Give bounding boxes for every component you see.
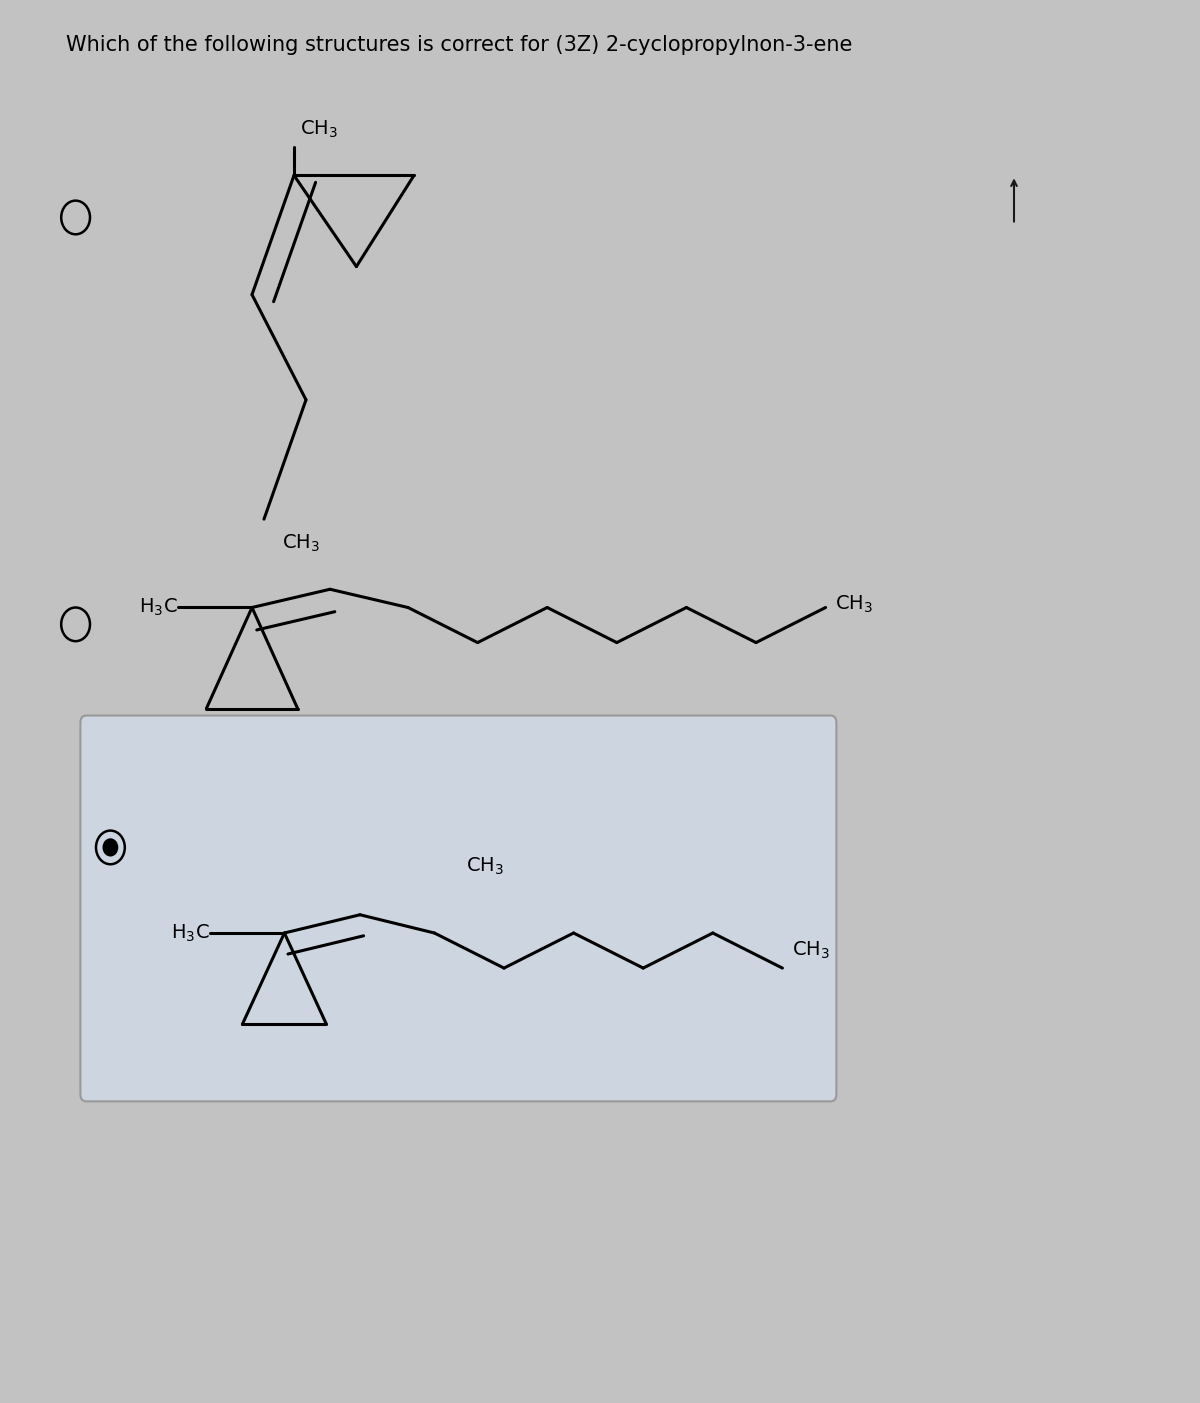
- Text: CH$_3$: CH$_3$: [282, 533, 320, 554]
- Text: CH$_3$: CH$_3$: [300, 119, 338, 140]
- Text: CH$_3$: CH$_3$: [792, 940, 830, 961]
- FancyBboxPatch shape: [80, 716, 836, 1101]
- Text: CH$_3$: CH$_3$: [835, 593, 874, 616]
- Circle shape: [103, 839, 118, 856]
- Text: H$_3$C: H$_3$C: [172, 922, 210, 944]
- Text: CH$_3$: CH$_3$: [466, 856, 504, 877]
- Text: Which of the following structures is correct for (3Z) 2-cyclopropylnon-3-ene: Which of the following structures is cor…: [66, 35, 852, 55]
- Text: H$_3$C: H$_3$C: [139, 596, 178, 619]
